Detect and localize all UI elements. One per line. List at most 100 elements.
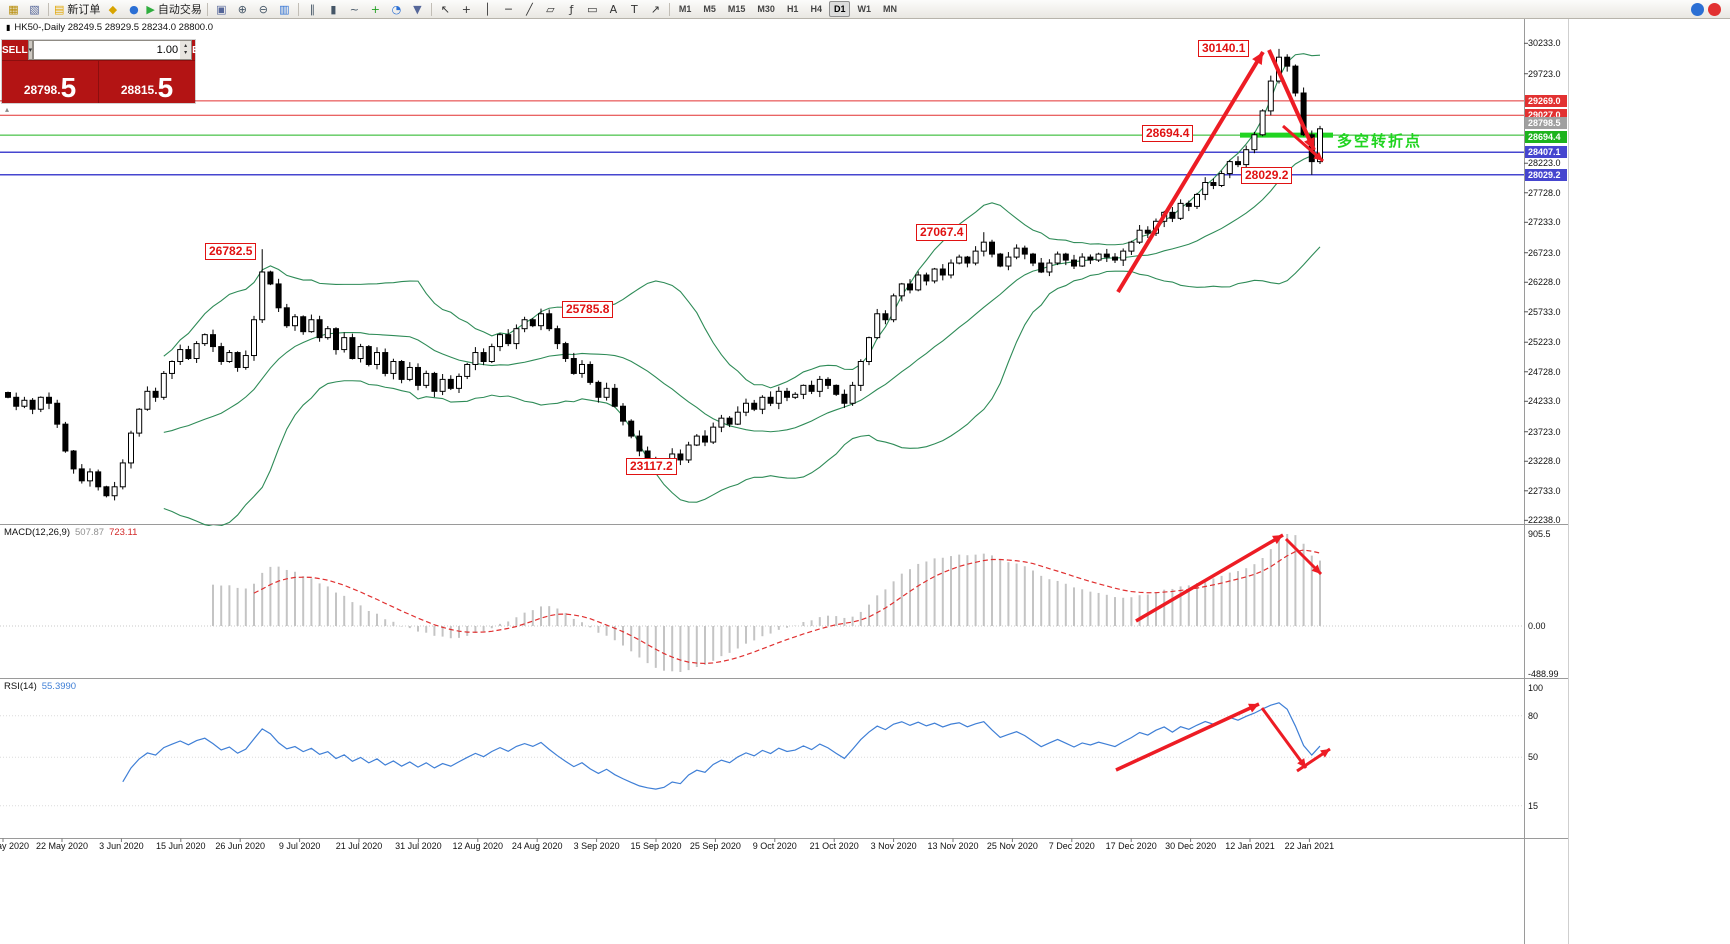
price-annotation[interactable]: 26782.5 bbox=[205, 243, 257, 260]
timeframe-h4-button[interactable]: H4 bbox=[810, 4, 822, 14]
date-label: 21 Oct 2020 bbox=[809, 841, 859, 851]
volume-decrease-button[interactable]: ▾ bbox=[184, 50, 188, 56]
price-tick: 24728.0 bbox=[1528, 366, 1561, 377]
rsi-indicator bbox=[0, 702, 1524, 807]
date-label: 30 Dec 2020 bbox=[1165, 841, 1217, 851]
date-label: 15 Sep 2020 bbox=[630, 841, 682, 851]
bollinger-bands bbox=[163, 53, 1321, 526]
timeframe-m5-button[interactable]: M5 bbox=[703, 4, 716, 14]
trendline-icon[interactable]: ╱ bbox=[519, 1, 540, 18]
date-label: 3 Jun 2020 bbox=[99, 841, 144, 851]
macd-indicator-label: MACD(12,26,9) 507.87 723.11 bbox=[4, 527, 142, 538]
price-annotation[interactable]: 27067.4 bbox=[916, 224, 968, 241]
timeframe-d1-button[interactable]: D1 bbox=[828, 1, 851, 17]
templates-icon[interactable]: ▼ bbox=[407, 1, 428, 18]
date-label: 7 Dec 2020 bbox=[1048, 841, 1095, 851]
add-indicator-icon[interactable]: + bbox=[365, 1, 386, 18]
buy-price[interactable]: 28815. 5 bbox=[99, 61, 195, 103]
fibonacci-icon-glyph: ƒ bbox=[569, 2, 574, 16]
date-label: 31 Jul 2020 bbox=[395, 841, 442, 851]
volume-increase-button[interactable]: ▴ bbox=[184, 43, 188, 49]
timeframe-h1-button[interactable]: H1 bbox=[786, 4, 799, 14]
volume-input[interactable] bbox=[34, 41, 181, 59]
price-tick: 22238.0 bbox=[1528, 515, 1561, 526]
accounts-icon[interactable]: ● bbox=[123, 1, 144, 18]
cursor-icon-glyph: ↖ bbox=[440, 2, 450, 16]
price-annotation[interactable]: 28694.4 bbox=[1142, 125, 1194, 142]
date-label: 21 Jul 2020 bbox=[335, 841, 383, 851]
label-icon[interactable]: T bbox=[624, 1, 645, 18]
price-badge: 28029.2 bbox=[1525, 168, 1567, 181]
price-tick: 29723.0 bbox=[1528, 68, 1561, 79]
community-icon[interactable] bbox=[1691, 2, 1704, 16]
add-indicator-icon-glyph: + bbox=[370, 2, 380, 16]
turning-point-label[interactable]: 多空转折点 bbox=[1337, 133, 1423, 150]
candlestick-chart-icon[interactable]: ▮ bbox=[323, 1, 344, 18]
rsi-scale-label: 100 bbox=[1528, 683, 1544, 693]
timeframe-m1-button[interactable]: M1 bbox=[678, 4, 692, 14]
new-chart-icon-glyph: ▦ bbox=[8, 2, 19, 16]
timeframe-m30-button[interactable]: M30 bbox=[757, 4, 775, 14]
sell-price[interactable]: 28798. 5 bbox=[2, 61, 98, 103]
chart-profiles-icon[interactable]: ▧ bbox=[24, 1, 45, 18]
macd-name: MACD(12,26,9) bbox=[4, 527, 70, 538]
text-icon[interactable]: A bbox=[603, 1, 624, 18]
fibonacci-icon[interactable]: ƒ bbox=[561, 1, 582, 18]
timeframe-mn-button[interactable]: MN bbox=[882, 4, 897, 14]
timeframe-w1-button[interactable]: W1 bbox=[857, 4, 871, 14]
chart-grid-icon-glyph: ▥ bbox=[279, 2, 290, 16]
horizontal-line-icon[interactable]: ─ bbox=[498, 1, 519, 18]
chart-grid-icon[interactable]: ▥ bbox=[274, 1, 295, 18]
auto-trading-button[interactable]: ▶ 自动交易 bbox=[144, 1, 203, 18]
one-click-collapse-toggle[interactable]: ▴ bbox=[5, 105, 10, 114]
toolbar-right-icons bbox=[1691, 2, 1727, 16]
macd-scale-label: -488.99 bbox=[1528, 669, 1559, 679]
chart-ohlc-header: ▮ HK50-,Daily 28249.5 28929.5 28234.0 28… bbox=[6, 22, 213, 33]
trend-arrows[interactable] bbox=[1115, 49, 1331, 773]
rsi-value: 55.3990 bbox=[41, 681, 77, 692]
cursor-icon[interactable]: ↖ bbox=[435, 1, 456, 18]
zoom-out-icon[interactable]: ⊖ bbox=[253, 1, 274, 18]
zoom-out-icon-glyph: ⊖ bbox=[258, 2, 268, 16]
time-periods-icon[interactable]: ◔ bbox=[386, 1, 407, 18]
channel-icon[interactable]: ▱ bbox=[540, 1, 561, 18]
buy-button[interactable]: BUY bbox=[192, 44, 214, 56]
buy-price-big-digit: 5 bbox=[157, 72, 174, 103]
timeframe-m15-button[interactable]: M15 bbox=[727, 4, 746, 14]
new-chart-icon[interactable]: ▦ bbox=[3, 1, 24, 18]
toolbar-separator bbox=[430, 2, 432, 16]
toolbar-separator bbox=[668, 2, 670, 16]
date-label: 26 Jun 2020 bbox=[215, 841, 265, 851]
price-annotation[interactable]: 30140.1 bbox=[1198, 40, 1250, 57]
macd-scale-label: 905.5 bbox=[1528, 529, 1551, 539]
price-badge: 28407.1 bbox=[1525, 146, 1567, 159]
price-annotation[interactable]: 28029.2 bbox=[1241, 167, 1293, 184]
line-chart-icon[interactable]: ~ bbox=[344, 1, 365, 18]
zoom-in-icon[interactable]: ⊕ bbox=[232, 1, 253, 18]
alerts-icon[interactable] bbox=[1708, 2, 1721, 16]
price-annotation[interactable]: 25785.8 bbox=[562, 301, 614, 318]
sell-button[interactable]: SELL bbox=[2, 44, 28, 56]
price-tick: 25223.0 bbox=[1528, 337, 1561, 348]
new-order-button-glyph: ▤ bbox=[54, 2, 65, 16]
macd-indicator bbox=[0, 534, 1524, 672]
candlestick-chart-icon-glyph: ▮ bbox=[330, 2, 337, 16]
new-order-button[interactable]: ▤ 新订单 bbox=[52, 1, 102, 18]
text-icon-glyph: A bbox=[609, 2, 618, 16]
order-type-dropdown[interactable]: ▾ bbox=[27, 40, 34, 60]
deposit-icon[interactable]: ◆ bbox=[102, 1, 123, 18]
toolbar-separator bbox=[48, 2, 49, 16]
toolbar-separator bbox=[206, 2, 208, 16]
shapes-icon[interactable]: ▭ bbox=[582, 1, 603, 18]
rsi-indicator-label: RSI(14) 55.3990 bbox=[4, 681, 81, 692]
bar-chart-icon[interactable]: ∥ bbox=[302, 1, 323, 18]
crosshair-icon[interactable]: + bbox=[456, 1, 477, 18]
date-label: 25 Nov 2020 bbox=[986, 841, 1038, 851]
price-annotation[interactable]: 23117.2 bbox=[626, 458, 677, 475]
vertical-line-icon[interactable]: │ bbox=[477, 1, 498, 18]
accounts-icon-glyph: ● bbox=[129, 2, 139, 16]
tile-windows-icon[interactable]: ▣ bbox=[211, 1, 232, 18]
one-click-trading-panel: SELL ▾ ▴ ▾ BUY 28798.5 28815.5 bbox=[2, 40, 213, 103]
arrow-tool-icon[interactable]: ↗ bbox=[645, 1, 666, 18]
